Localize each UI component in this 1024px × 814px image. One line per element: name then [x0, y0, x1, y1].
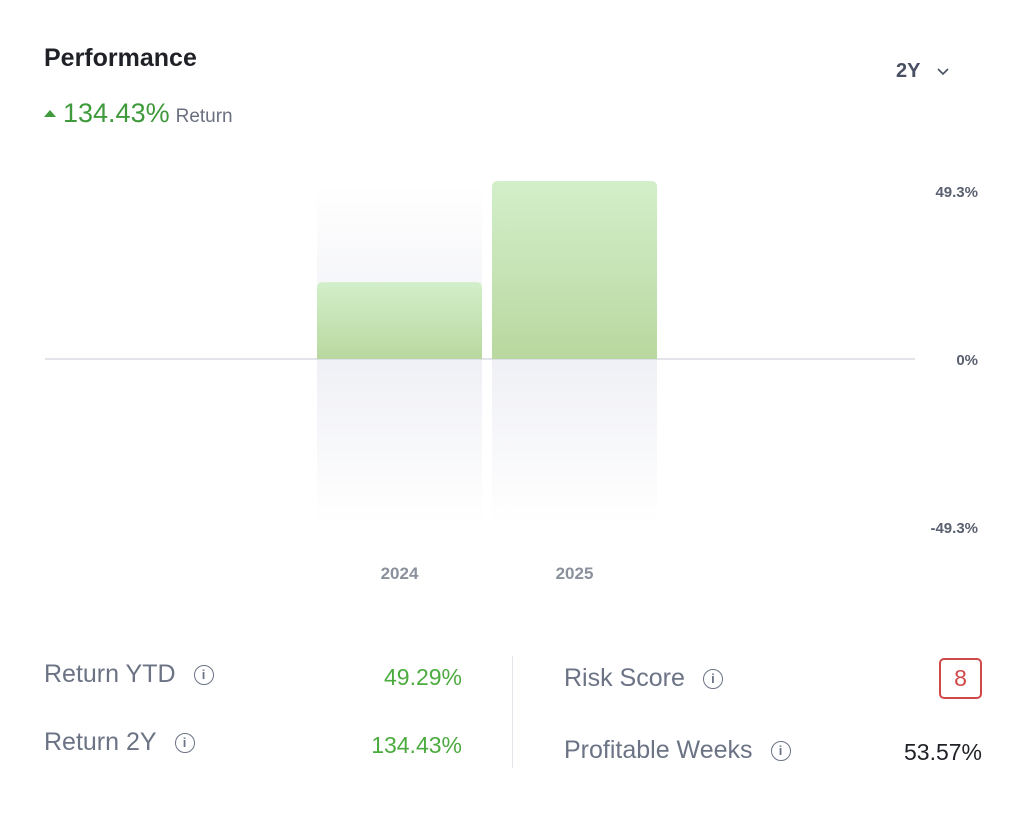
return-label: Return [175, 106, 233, 127]
divider [512, 656, 513, 768]
return-ytd-value: 49.29% [383, 664, 462, 690]
return-ytd-label: Return YTD i [44, 660, 214, 689]
profitable-weeks-value: 53.57% [903, 739, 982, 765]
x-tick-label: 2024 [381, 564, 419, 583]
y-tick-label: -49.3% [930, 520, 978, 537]
chevron-down-icon [937, 67, 950, 75]
return-2y-value: 134.43% [371, 732, 462, 758]
info-icon[interactable]: i [193, 664, 214, 685]
period-value: 2Y [896, 60, 921, 82]
total-return: 134.43% Return [44, 98, 233, 129]
info-icon[interactable]: i [702, 668, 723, 689]
y-tick-label: 0% [956, 352, 978, 369]
risk-score-label: Risk Score i [564, 664, 723, 693]
triangle-up-icon [44, 110, 56, 117]
x-tick-label: 2025 [556, 564, 594, 583]
bar-2024[interactable] [317, 282, 482, 359]
info-icon[interactable]: i [770, 740, 791, 761]
return-2y-label: Return 2Y i [44, 728, 195, 757]
risk-score-badge: 8 [939, 658, 982, 699]
return-value: 134.43% [63, 98, 170, 128]
profitable-weeks-label: Profitable Weeks i [564, 736, 791, 765]
info-icon[interactable]: i [174, 732, 195, 753]
y-tick-label: 49.3% [935, 184, 978, 201]
period-dropdown[interactable]: 2Y [896, 60, 950, 83]
page-title: Performance [44, 44, 197, 72]
bar-2025[interactable] [492, 181, 657, 359]
performance-chart: 49.3% 0% -49.3% 2024 2025 [45, 181, 978, 583]
